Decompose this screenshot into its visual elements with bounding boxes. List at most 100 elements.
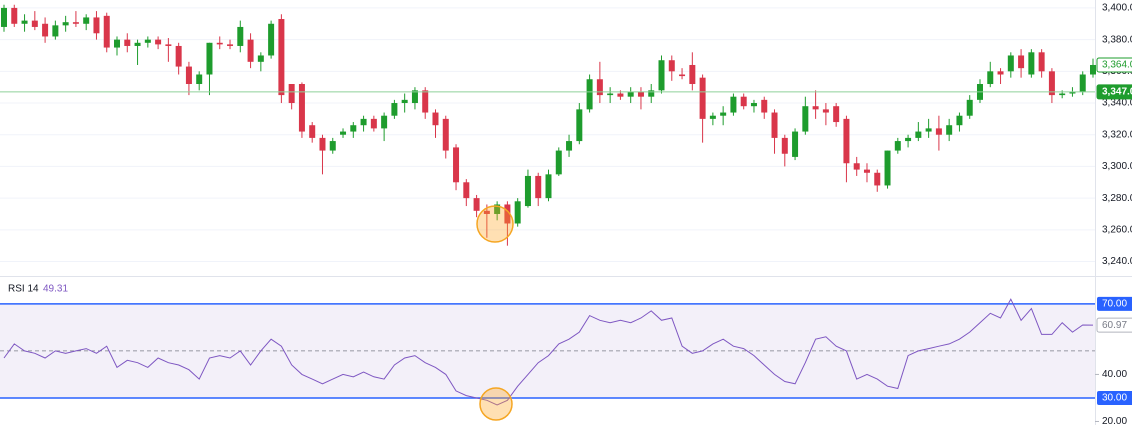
candle-body: [381, 115, 388, 129]
y-tick-label: 40.00: [1102, 369, 1127, 380]
candle-body: [1059, 93, 1066, 96]
candle-body: [884, 150, 891, 186]
candle-body: [679, 74, 686, 77]
candle-body: [761, 99, 768, 113]
candle-body: [946, 125, 953, 135]
candle-body: [935, 128, 942, 135]
candle-body: [114, 39, 121, 48]
candle-body: [853, 163, 860, 170]
candle-body: [545, 174, 552, 199]
candle-body: [524, 175, 531, 207]
y-tick-label: 3,340.0: [1102, 98, 1132, 109]
candle-body: [185, 66, 192, 85]
price-marker-label: 3,364.0: [1102, 60, 1132, 71]
highlight-circle: [476, 205, 514, 243]
candle-body: [730, 96, 737, 113]
candle-body: [401, 99, 408, 104]
last-value-label: 60.97: [1102, 320, 1127, 331]
candle-body: [319, 137, 326, 151]
candles: [1, 4, 1096, 246]
y-tick-label: 3,400.0: [1102, 3, 1132, 14]
y-tick-label: 20.00: [1102, 416, 1127, 425]
candle-body: [124, 39, 131, 46]
candle-body: [268, 23, 275, 56]
candle-body: [792, 131, 799, 157]
candle-body: [206, 42, 213, 75]
candle-body: [11, 7, 18, 24]
candle-body: [155, 39, 162, 45]
candle-body: [237, 26, 244, 46]
candle-body: [278, 19, 285, 96]
candle-body: [966, 99, 973, 116]
y-tick-label: 3,320.0: [1102, 129, 1132, 140]
candle-body: [627, 91, 634, 97]
candle-body: [535, 175, 542, 199]
candle-body: [227, 44, 234, 46]
highlight-circle: [479, 387, 513, 421]
candle-body: [1038, 52, 1045, 72]
candle-body: [370, 118, 377, 129]
candle-body: [422, 90, 429, 113]
candle-body: [83, 17, 90, 24]
candle-body: [822, 109, 829, 113]
candle-body: [997, 71, 1004, 75]
candle-body: [699, 77, 706, 119]
candle-body: [1028, 52, 1035, 75]
candle-body: [956, 115, 963, 126]
candle-body: [453, 147, 460, 183]
candle-body: [175, 45, 182, 67]
candle-body: [391, 103, 398, 116]
candle-body: [668, 60, 675, 72]
candle-body: [340, 131, 347, 135]
y-tick-label: 3,280.0: [1102, 193, 1132, 204]
candle-body: [144, 39, 151, 43]
rsi-line: [3, 298, 1094, 406]
candle-body: [52, 25, 59, 37]
candle-body: [915, 131, 922, 138]
candle-body: [596, 79, 603, 96]
candle-body: [329, 141, 336, 151]
candle-body: [504, 204, 511, 224]
candle-body: [1069, 91, 1076, 94]
candle-body: [216, 42, 223, 45]
band-label-box: [1097, 390, 1132, 405]
candle-body: [750, 103, 757, 107]
y-tick-label: 3,240.0: [1102, 256, 1132, 267]
y-tick-label: 70.00: [1102, 299, 1127, 310]
candle-body: [463, 182, 470, 199]
candle-body: [874, 172, 881, 186]
candle-body: [905, 137, 912, 142]
candle-body: [607, 93, 614, 96]
candle-body: [483, 210, 490, 214]
y-tick-label: 3,300.0: [1102, 161, 1132, 172]
candle-body: [360, 118, 367, 126]
y-tick-label: 3,380.0: [1102, 34, 1132, 45]
candle-body: [863, 169, 870, 173]
candle-body: [350, 125, 357, 132]
candle-body: [1007, 55, 1014, 72]
candle-body: [689, 64, 696, 85]
candle-body: [432, 112, 439, 126]
candle-body: [802, 106, 809, 132]
candle-body: [771, 112, 778, 138]
candle-body: [658, 60, 665, 91]
candle-body: [93, 17, 100, 34]
candle-body: [720, 112, 727, 116]
candle-body: [843, 118, 850, 164]
candle-body: [617, 93, 624, 97]
candle-body: [1079, 74, 1086, 92]
candle-body: [576, 109, 583, 142]
candle-body: [257, 55, 264, 62]
price-marker-label: 3,347.0: [1102, 87, 1132, 98]
candle-body: [740, 96, 747, 107]
candle-body: [309, 125, 316, 138]
candle-body: [411, 90, 418, 104]
y-tick-label: 30.00: [1102, 393, 1127, 404]
candle-body: [247, 39, 254, 62]
y-tick-label: 3,260.0: [1102, 224, 1132, 235]
candle-body: [62, 22, 69, 26]
candle-body: [1090, 64, 1096, 75]
candle-body: [514, 201, 521, 224]
candle-body: [566, 141, 573, 151]
